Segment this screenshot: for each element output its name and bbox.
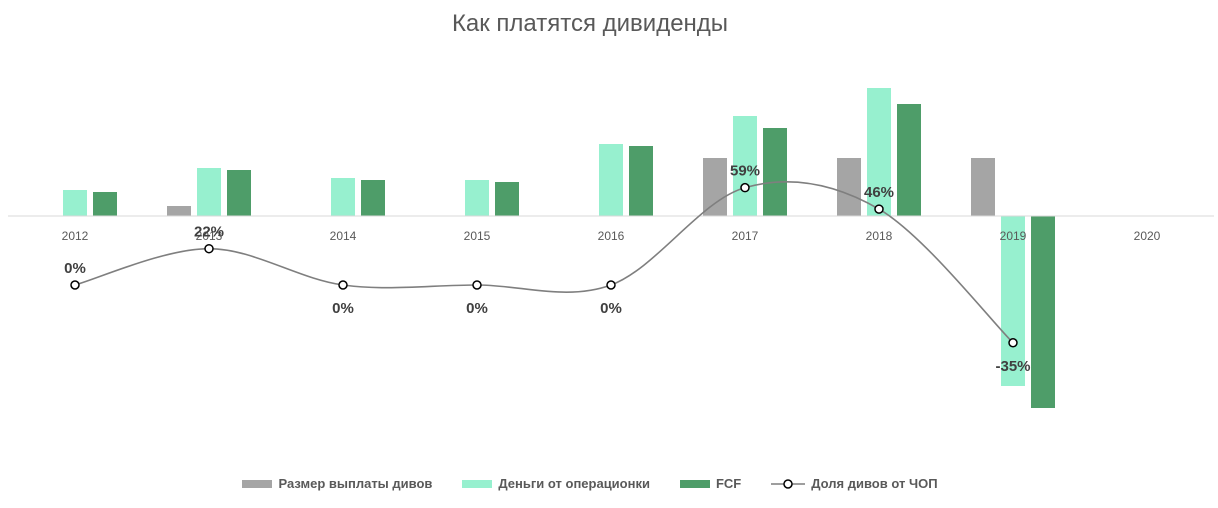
payout-ratio-point-2012[interactable] — [70, 280, 80, 290]
legend-swatch-fcf — [679, 479, 710, 488]
legend-label-payout-ratio: Доля дивов от ЧОП — [811, 476, 938, 491]
payout-ratio-label-2016: 0% — [600, 300, 622, 317]
ratio-line-layer — [70, 181, 1018, 348]
chart-title: Как платятся дивиденды — [451, 10, 729, 37]
legend-swatch-operating-cash — [462, 479, 493, 488]
bar-operating-cash-2012[interactable] — [63, 190, 87, 216]
data-labels-layer: 0% 22% 0% 0% 0% 59% 46% -35% — [64, 163, 1030, 375]
bar-fcf-2017[interactable] — [763, 128, 787, 216]
payout-ratio-label-2018: 46% — [864, 184, 894, 201]
legend-item-payout-ratio[interactable]: Доля дивов от ЧОП — [771, 476, 938, 491]
bar-fcf-2016[interactable] — [629, 146, 653, 216]
legend-item-operating-cash[interactable]: Деньги от операционки — [462, 476, 650, 491]
payout-ratio-label-2014: 0% — [332, 300, 354, 317]
legend-label-operating-cash: Деньги от операционки — [498, 476, 650, 491]
bar-fcf-2014[interactable] — [361, 180, 385, 216]
bars-layer — [63, 88, 1055, 408]
x-tick-2013: 2013 — [196, 229, 223, 243]
bar-dividends-2019[interactable] — [971, 158, 995, 216]
x-tick-2016: 2016 — [598, 229, 625, 243]
payout-ratio-label-2012: 0% — [64, 260, 86, 277]
bar-fcf-2019[interactable] — [1031, 216, 1055, 408]
payout-ratio-point-2017[interactable] — [740, 182, 750, 193]
bar-operating-cash-2017[interactable] — [733, 116, 757, 216]
bar-dividends-2017[interactable] — [703, 158, 727, 216]
bar-operating-cash-2014[interactable] — [331, 178, 355, 216]
x-tick-2012: 2012 — [62, 229, 89, 243]
legend-swatch-payout-ratio — [771, 478, 806, 489]
bar-operating-cash-2013[interactable] — [197, 168, 221, 216]
x-tick-2019: 2019 — [1000, 229, 1027, 243]
payout-ratio-label-2019: -35% — [995, 358, 1030, 375]
bar-fcf-2018[interactable] — [897, 104, 921, 216]
payout-ratio-label-2017: 59% — [730, 163, 760, 180]
legend: Размер выплаты дивов Деньги от операцион… — [0, 476, 1180, 491]
legend-item-fcf[interactable]: FCF — [679, 476, 742, 491]
chart-plot-area: 2012 2013 2014 2015 2016 2017 2018 2019 2020 0% 2… — [8, 88, 1214, 408]
payout-ratio-point-2015[interactable] — [472, 280, 482, 290]
payout-ratio-point-2013[interactable] — [204, 243, 214, 254]
bar-fcf-2013[interactable] — [227, 170, 251, 216]
payout-ratio-point-2018[interactable] — [874, 204, 884, 214]
payout-ratio-point-2014[interactable] — [338, 280, 348, 290]
x-tick-2015: 2015 — [464, 229, 491, 243]
bar-fcf-2012[interactable] — [93, 192, 117, 216]
legend-swatch-dividends — [242, 479, 273, 488]
bar-operating-cash-2015[interactable] — [465, 180, 489, 216]
payout-ratio-label-2015: 0% — [466, 300, 488, 317]
x-tick-2014: 2014 — [330, 229, 357, 243]
bar-fcf-2015[interactable] — [495, 182, 519, 216]
bar-operating-cash-2016[interactable] — [599, 144, 623, 216]
bar-operating-cash-2019[interactable] — [1001, 216, 1025, 386]
payout-ratio-point-2019[interactable] — [1008, 338, 1018, 348]
x-tick-2017: 2017 — [732, 229, 759, 243]
bar-operating-cash-2018[interactable] — [867, 88, 891, 216]
payout-ratio-label-2013: 22% — [194, 224, 224, 241]
x-tick-2020: 2020 — [1134, 229, 1161, 243]
x-axis: 2012 2013 2014 2015 2016 2017 2018 2019 2020 — [8, 215, 1214, 243]
x-tick-2018: 2018 — [866, 229, 893, 243]
bar-dividends-2018[interactable] — [837, 158, 861, 216]
bar-dividends-2013[interactable] — [167, 206, 191, 216]
legend-label-dividends: Размер выплаты дивов — [278, 476, 433, 491]
legend-label-fcf: FCF — [715, 476, 742, 491]
legend-item-dividends[interactable]: Размер выплаты дивов — [242, 476, 432, 491]
payout-ratio-point-2016[interactable] — [606, 280, 616, 290]
